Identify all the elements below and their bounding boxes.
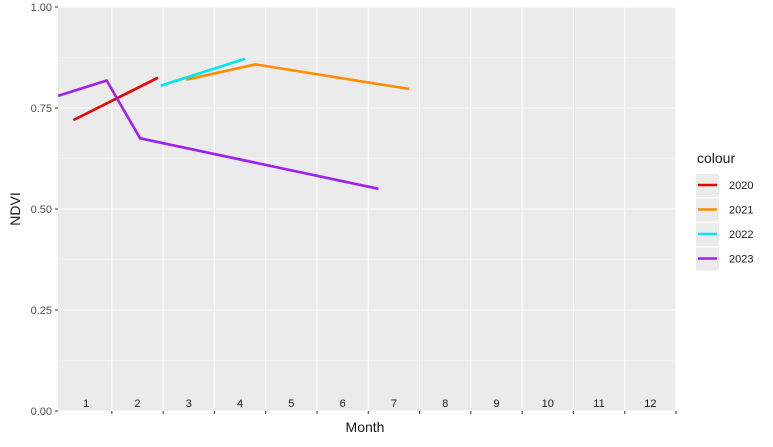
series-lines [57, 57, 410, 191]
legend-label-2023: 2023 [729, 254, 753, 266]
x-tick-label: 11 [593, 398, 604, 410]
y-tick-label: 0.25 [31, 305, 52, 317]
legend: colour 2020 2021 2022 2023 [696, 150, 753, 271]
y-axis-ticks: 0.00 0.25 0.50 0.75 1.00 [31, 2, 58, 418]
x-axis-title: Month [346, 419, 385, 435]
legend-title: colour [697, 150, 735, 166]
series-line-2021 [185, 63, 410, 91]
x-tick-label: 4 [237, 398, 243, 410]
x-tick-label: 3 [186, 398, 192, 410]
y-tick-label: 0.00 [31, 406, 52, 418]
x-tick-label: 7 [391, 398, 397, 410]
legend-label-2021: 2021 [729, 205, 753, 217]
x-tick-label: 5 [288, 398, 294, 410]
x-tick-label: 12 [644, 398, 656, 410]
y-axis-title: NDVI [7, 192, 23, 225]
x-tick-label: 2 [134, 398, 140, 410]
y-tick-label: 0.50 [31, 204, 52, 216]
series-line-2022 [160, 57, 246, 88]
x-tick-label: 9 [493, 398, 499, 410]
x-tick-label: 10 [542, 398, 554, 410]
legend-label-2022: 2022 [729, 229, 753, 241]
x-axis-ticks: 1 2 3 4 5 6 7 8 9 10 11 12 [83, 398, 677, 414]
x-tick-label: 8 [442, 398, 448, 410]
series-line-2023 [57, 79, 379, 191]
x-tick-label: 1 [83, 398, 89, 410]
major-gridlines [58, 6, 677, 412]
legend-label-2020: 2020 [729, 180, 753, 192]
x-tick-label: 6 [340, 398, 346, 410]
y-tick-label: 1.00 [31, 2, 52, 14]
series-line-2020 [72, 76, 159, 122]
y-tick-label: 0.75 [31, 103, 52, 115]
